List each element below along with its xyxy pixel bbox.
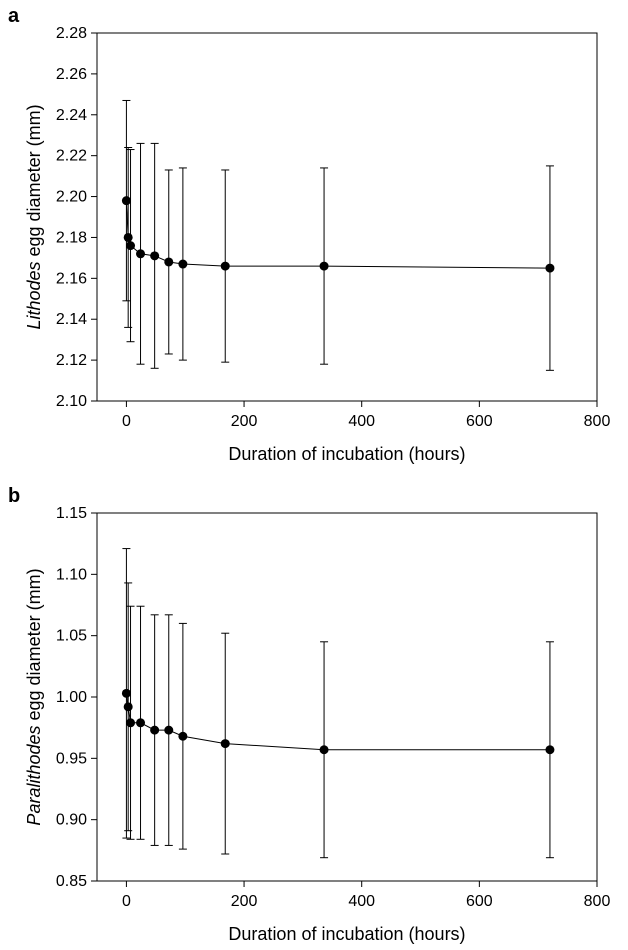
y-tick-label: 1.10 [56,566,87,583]
y-tick-label: 2.12 [56,352,87,369]
y-tick-label: 2.20 [56,189,87,206]
x-tick-label: 800 [584,893,611,910]
y-tick-label: 2.14 [56,311,87,328]
chart-panel-b: b 0 200 400 600 800 0.85 0.90 0.95 1.00 1.05 1.10 1.… [8,485,610,944]
y-tick-label: 1.05 [56,628,87,645]
x-axis-label: Duration of incubation (hours) [228,924,465,944]
data-point [545,263,555,273]
y-tick-label: 2.24 [56,107,87,124]
y-tick-label: 2.26 [56,66,87,83]
y-tick-label: 2.10 [56,393,87,410]
y-tick-label: 2.22 [56,148,87,165]
data-point [178,259,188,269]
data-point [136,718,146,728]
data-point [220,261,230,271]
x-axis-label: Duration of incubation (hours) [228,444,465,464]
data-point [220,739,230,749]
y-axis-label: Paralithodes egg diameter (mm) [24,568,44,825]
data-point [164,257,174,267]
data-point [121,688,131,698]
y-tick-label: 0.95 [56,750,87,767]
data-point [121,196,131,206]
x-tick-label: 400 [348,413,375,430]
data-point [164,725,174,735]
data-point [126,241,136,251]
y-tick-label: 1.00 [56,689,87,706]
plot-area-frame [96,512,598,882]
y-tick-label: 2.28 [56,25,87,42]
y-tick-label: 0.90 [56,812,87,829]
series-line [125,200,550,269]
y-tick-label: 1.15 [56,505,87,522]
x-tick-label: 200 [231,413,258,430]
data-point [319,261,329,271]
x-tick-label: 0 [122,893,131,910]
x-tick-label: 800 [584,413,611,430]
data-point [136,249,146,259]
data-point [178,731,188,741]
y-tick-label: 0.85 [56,873,87,890]
panel-label: a [8,5,20,27]
data-point [150,725,160,735]
x-tick-label: 200 [231,893,258,910]
y-tick-label: 2.18 [56,229,87,246]
data-point [123,702,133,712]
x-tick-label: 0 [122,413,131,430]
plot-area-frame [96,32,598,402]
panel-label: b [8,485,20,507]
data-point [545,745,555,755]
y-axis-label: Lithodes egg diameter (mm) [24,104,44,329]
data-point [319,745,329,755]
x-tick-label: 400 [348,893,375,910]
x-tick-label: 600 [466,413,493,430]
data-point [150,251,160,261]
data-point [123,232,133,242]
series-line [125,693,550,751]
chart-panel-a: a 0 200 400 600 800 2.10 2.12 2.14 2.16 2.18 2.20 2.… [8,5,610,464]
data-point [126,718,136,728]
x-tick-label: 600 [466,893,493,910]
y-tick-label: 2.16 [56,270,87,287]
